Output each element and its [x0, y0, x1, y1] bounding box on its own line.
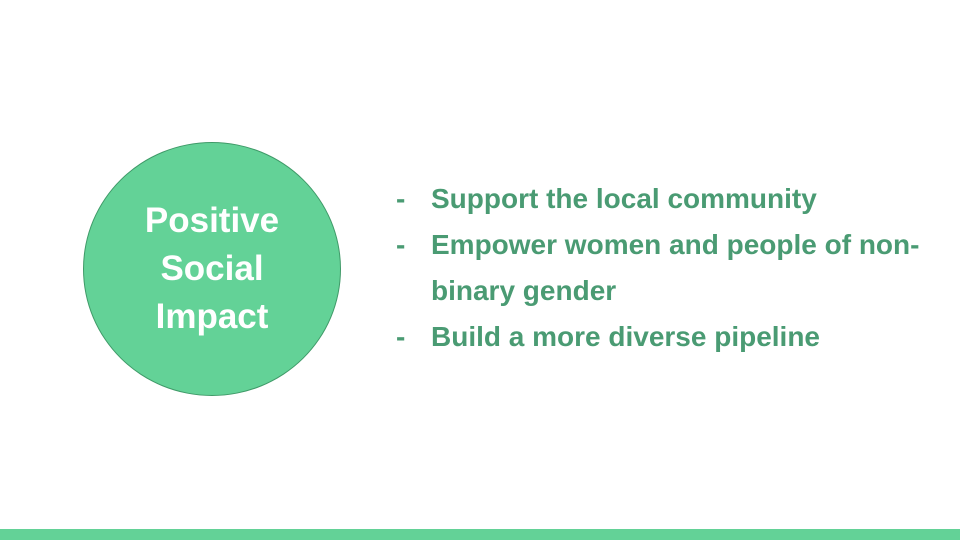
bullet-item: - Build a more diverse pipeline — [396, 314, 936, 360]
bullet-item: - Empower women and people of non-binary… — [396, 222, 936, 314]
bullet-marker: - — [396, 183, 406, 214]
bullet-marker: - — [396, 229, 406, 260]
footer-bar — [0, 529, 960, 540]
bullet-item: - Support the local community — [396, 176, 936, 222]
impact-circle: Positive Social Impact — [83, 142, 341, 396]
circle-title: Positive Social Impact — [144, 201, 280, 336]
bullet-text: Build a more diverse pipeline — [431, 321, 821, 352]
bullet-list: - Support the local community - Empower … — [396, 176, 936, 360]
bullet-marker: - — [396, 321, 406, 352]
bullet-text: Support the local community — [431, 183, 817, 214]
bullet-text: Empower women and people of non-binary g… — [431, 229, 920, 306]
